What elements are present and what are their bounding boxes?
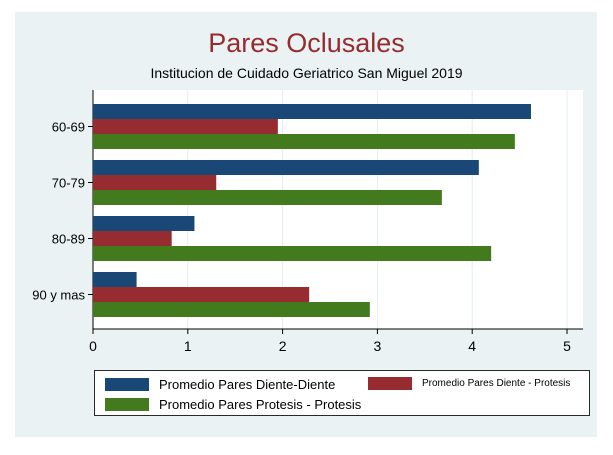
y-tick-label: 90 y mas (32, 288, 85, 303)
x-tick-label: 0 (89, 338, 97, 354)
y-tick-label: 80-89 (52, 232, 85, 247)
bar (93, 134, 515, 149)
bar (93, 160, 479, 175)
chart-title: Pares Oclusales (208, 28, 405, 58)
bar (93, 104, 531, 119)
bar (93, 175, 217, 190)
legend-item-diente-diente: Promedio Pares Diente-Diente (105, 377, 335, 392)
legend-swatch-diente-diente (105, 378, 149, 391)
y-tick-label: 70-79 (52, 176, 85, 191)
legend-item-diente-protesis: Promedio Pares Diente - Protesis (368, 377, 570, 390)
bar (93, 246, 492, 261)
x-tick-label: 2 (279, 338, 287, 354)
legend-swatch-diente-protesis (368, 377, 412, 390)
legend-swatch-protesis-protesis (105, 398, 149, 411)
chart-legend: Promedio Pares Diente-Diente Promedio Pa… (94, 370, 590, 416)
legend-label-diente-diente: Promedio Pares Diente-Diente (159, 377, 336, 392)
legend-label-diente-protesis: Promedio Pares Diente - Protesis (422, 378, 571, 389)
bar (93, 190, 442, 205)
legend-item-protesis-protesis: Promedio Pares Protesis - Protesis (105, 397, 361, 412)
bar (93, 287, 310, 302)
bar (93, 302, 370, 317)
bar (93, 231, 172, 246)
x-tick-label: 3 (374, 338, 382, 354)
legend-label-protesis-protesis: Promedio Pares Protesis - Protesis (159, 397, 362, 412)
chart-subtitle: Institucion de Cuidado Geriatrico San Mi… (150, 65, 463, 81)
x-tick-label: 1 (184, 338, 192, 354)
x-tick-label: 4 (468, 338, 476, 354)
x-tick-label: 5 (563, 338, 571, 354)
bar (93, 216, 195, 231)
bar (93, 272, 137, 287)
y-tick-label: 60-69 (52, 120, 85, 135)
bar (93, 119, 278, 134)
